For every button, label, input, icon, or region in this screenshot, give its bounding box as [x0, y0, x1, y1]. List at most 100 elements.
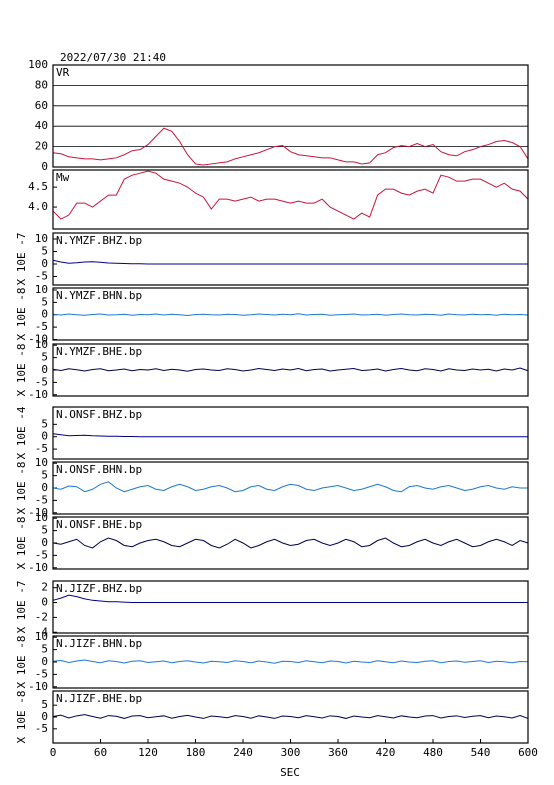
y-tick-label: 0 [41, 710, 48, 723]
y-tick-label: 5 [41, 351, 48, 364]
data-line [52, 259, 528, 265]
data-line [52, 127, 529, 166]
panel-label: N.JIZF.BHE.bp [56, 692, 142, 705]
y-axis-label: X 10E -4 [15, 406, 28, 459]
y-tick-label: 5 [41, 469, 48, 482]
y-axis-label: X 10E -8 [15, 288, 28, 341]
y-tick-label: 10 [35, 630, 48, 643]
y-axis-label: X 10E -8 [15, 636, 28, 689]
x-tick-label: 0 [50, 746, 57, 759]
x-tick-label: 480 [423, 746, 443, 759]
y-tick-label: -10 [28, 506, 48, 519]
data-line [52, 714, 529, 719]
y-axis-label: X 10E -7 [15, 581, 28, 634]
panel-frame [52, 516, 529, 570]
panel-label: N.YMZF.BHN.bp [56, 289, 142, 302]
x-tick-label: 600 [518, 746, 538, 759]
panel-frame [52, 635, 529, 689]
x-tick-label: 240 [233, 746, 253, 759]
x-tick-label: 300 [281, 746, 301, 759]
y-tick-label: -5 [35, 320, 48, 333]
y-tick-label: -10 [28, 680, 48, 693]
y-tick-label: 5 [41, 245, 48, 258]
y-tick-label: 10 [35, 338, 48, 351]
y-tick-label: 0 [41, 430, 48, 443]
panel-label: N.ONSF.BHZ.bp [56, 408, 142, 421]
panel-label: N.YMZF.BHE.bp [56, 345, 142, 358]
y-tick-label: -5 [35, 270, 48, 283]
y-tick-label: 40 [35, 119, 48, 132]
y-axis-label: X 10E -8 [15, 462, 28, 515]
y-tick-label: 20 [35, 140, 48, 153]
x-tick-label: 180 [186, 746, 206, 759]
y-tick-label: 0 [41, 481, 48, 494]
y-tick-label: 5 [41, 643, 48, 656]
y-tick-label: 0 [41, 257, 48, 270]
y-tick-label: 5 [41, 295, 48, 308]
y-axis-label: X 10E -8 [15, 344, 28, 397]
y-axis-label: X 10E -8 [15, 517, 28, 570]
data-line [52, 659, 529, 664]
panel-label: N.ONSF.BHE.bp [56, 518, 142, 531]
panel-frame [52, 343, 529, 397]
y-tick-label: -5 [35, 442, 48, 455]
panel-label: N.YMZF.BHZ.bp [56, 234, 142, 247]
y-tick-label: -5 [35, 548, 48, 561]
y-tick-label: -5 [35, 493, 48, 506]
x-tick-label: 120 [138, 746, 158, 759]
panel-label: N.JIZF.BHN.bp [56, 637, 142, 650]
data-line [52, 594, 528, 604]
panel-frame [52, 287, 529, 341]
y-tick-label: -4 [35, 625, 49, 638]
x-tick-label: 60 [94, 746, 107, 759]
panel-frame [52, 580, 529, 634]
y-tick-label: 4.0 [28, 200, 48, 213]
chart-title: 2022/07/30 21:40 [60, 51, 166, 64]
y-tick-label: 0 [41, 308, 48, 321]
panel-frame [52, 64, 529, 168]
y-tick-label: 5 [41, 698, 48, 711]
y-tick-label: 100 [28, 58, 48, 71]
y-tick-label: -5 [35, 722, 48, 735]
panel-label: Mw [56, 171, 70, 184]
y-tick-label: 10 [35, 232, 48, 245]
panel-frame [52, 461, 529, 515]
data-line [52, 313, 529, 316]
y-tick-label: -2 [35, 610, 48, 623]
y-axis-label: X 10E -8 [15, 691, 28, 744]
panel-frame [52, 406, 529, 460]
data-line [52, 170, 529, 220]
y-tick-label: 10 [35, 511, 48, 524]
y-tick-label: -10 [28, 388, 48, 401]
data-line [52, 367, 529, 372]
y-tick-label: 0 [41, 363, 48, 376]
y-tick-label: -10 [28, 561, 48, 574]
panel-frame [52, 232, 529, 286]
y-tick-label: 4.5 [28, 180, 48, 193]
y-tick-label: -5 [35, 375, 48, 388]
y-tick-label: 0 [41, 536, 48, 549]
panel-label: N.ONSF.BHN.bp [56, 463, 142, 476]
y-tick-label: 5 [41, 417, 48, 430]
y-tick-label: 2 [41, 581, 48, 594]
y-tick-label: -5 [35, 667, 48, 680]
y-tick-label: 0 [41, 596, 48, 609]
data-line [52, 433, 528, 438]
y-axis-label: X 10E -7 [15, 233, 28, 286]
panel-label: N.JIZF.BHZ.bp [56, 582, 142, 595]
x-tick-label: 420 [376, 746, 396, 759]
x-tick-label: 360 [328, 746, 348, 759]
y-tick-label: 0 [41, 655, 48, 668]
y-tick-label: 80 [35, 78, 48, 91]
y-tick-label: 10 [35, 456, 48, 469]
data-line [52, 481, 528, 493]
panel-frame [52, 169, 529, 230]
y-tick-label: 10 [35, 283, 48, 296]
y-tick-label: 60 [35, 99, 48, 112]
data-line [52, 537, 529, 549]
y-tick-label: 0 [41, 160, 48, 173]
x-tick-label: 540 [471, 746, 491, 759]
y-tick-label: -10 [28, 333, 48, 346]
